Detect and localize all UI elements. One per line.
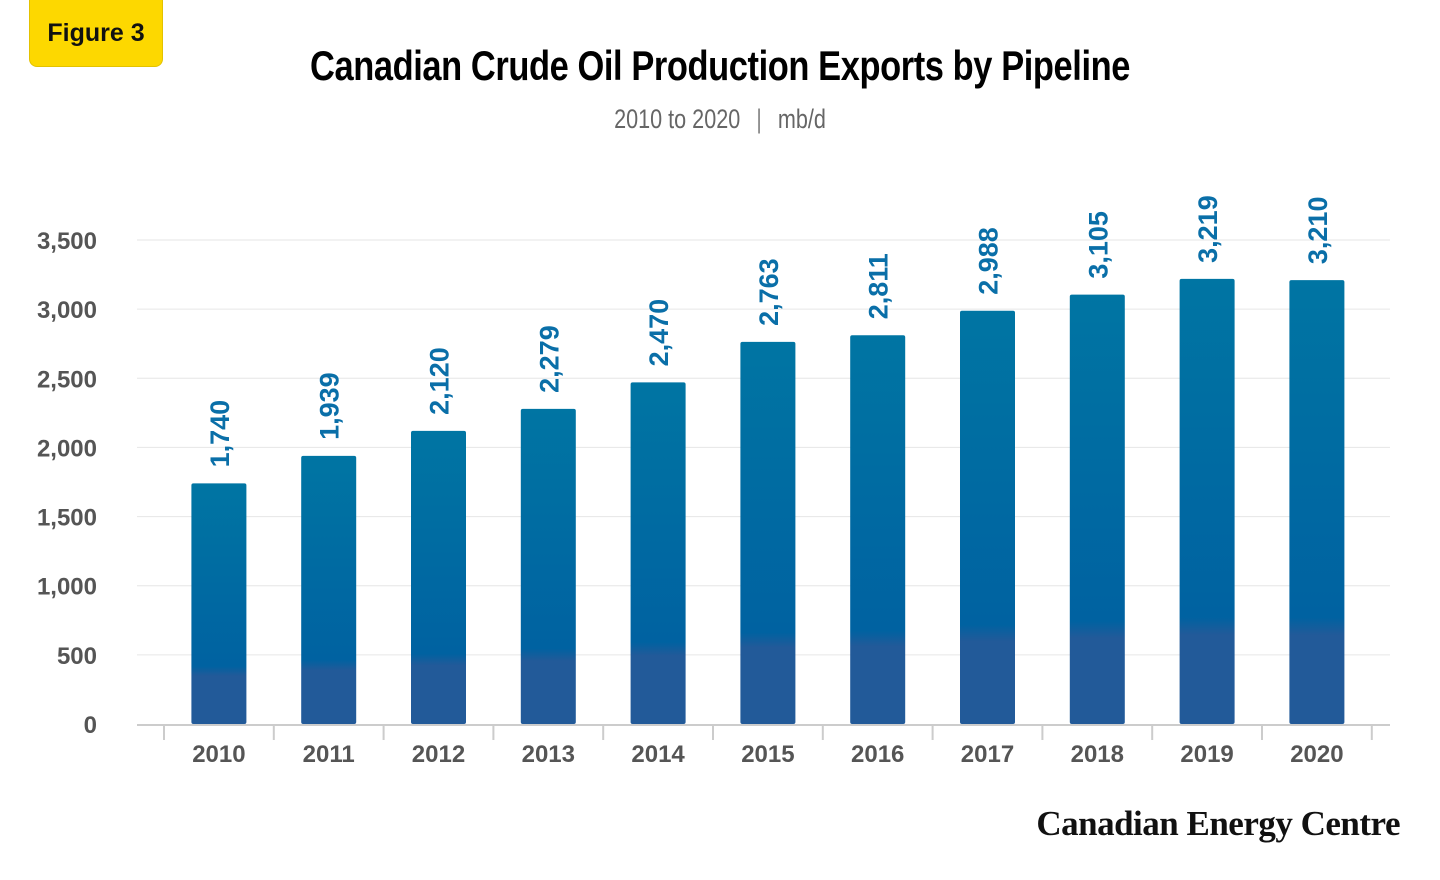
data-label: 2,470	[644, 299, 674, 367]
x-tick-label: 2018	[1071, 741, 1124, 768]
x-tick-label: 2020	[1290, 741, 1343, 768]
subtitle-separator: |	[756, 104, 762, 134]
subtitle-unit: mb/d	[777, 104, 826, 134]
data-label: 2,811	[864, 253, 894, 319]
bar-2010	[191, 483, 247, 724]
bar-2015	[740, 341, 796, 724]
y-tick-label: 2,000	[37, 435, 97, 462]
x-tick-label: 2019	[1180, 741, 1233, 768]
y-tick-label: 3,000	[37, 297, 97, 324]
x-tick-label: 2012	[412, 741, 465, 768]
data-label: 2,763	[754, 258, 784, 326]
x-tick-label: 2014	[631, 741, 685, 768]
brand-logo: Canadian Energy Centre	[1036, 804, 1400, 843]
bar-2013	[520, 408, 576, 724]
data-label: 2,988	[974, 227, 1004, 295]
bar-2018	[1069, 294, 1125, 724]
data-label: 1,740	[205, 400, 235, 468]
x-tick-label: 2010	[192, 741, 245, 768]
chart-title: Canadian Crude Oil Production Exports by…	[309, 42, 1130, 89]
x-tick-label: 2016	[851, 741, 904, 768]
y-tick-label: 2,500	[37, 366, 97, 393]
y-tick-label: 1,000	[37, 574, 97, 601]
data-label: 3,219	[1193, 195, 1223, 263]
bar-2011	[301, 455, 357, 724]
x-tick-label: 2013	[522, 741, 575, 768]
data-label: 2,120	[425, 347, 455, 415]
x-tick-label: 2015	[741, 741, 794, 768]
y-tick-label: 1,500	[37, 505, 97, 532]
y-tick-label: 0	[84, 712, 97, 739]
y-tick-label: 3,500	[37, 228, 97, 255]
figure-badge: Figure 3	[29, 0, 163, 67]
data-label: 3,105	[1083, 211, 1113, 279]
bar-2014	[630, 382, 686, 724]
data-label: 1,939	[315, 372, 345, 440]
bar-2017	[960, 310, 1015, 724]
data-label: 3,210	[1303, 197, 1333, 265]
subtitle-period: 2010 to 2020	[614, 104, 741, 134]
x-tick-label: 2011	[303, 741, 355, 768]
bar-2020	[1289, 280, 1345, 724]
y-tick-label: 500	[57, 643, 97, 670]
bar-2012	[411, 430, 466, 724]
bar-2019	[1179, 278, 1235, 724]
x-tick-label: 2017	[961, 741, 1014, 768]
data-label: 2,279	[534, 325, 564, 393]
bar-2016	[850, 335, 906, 724]
chart-subtitle: 2010 to 2020 | mb/d	[144, 104, 1296, 135]
